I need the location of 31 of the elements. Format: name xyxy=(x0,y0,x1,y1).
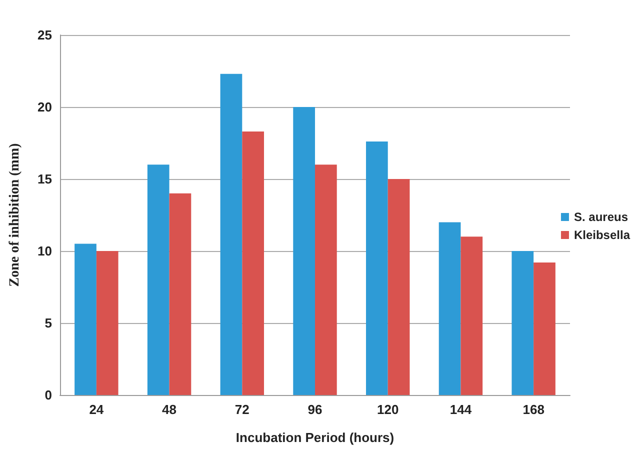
bar xyxy=(96,251,118,395)
bar xyxy=(74,244,96,395)
x-tick-label: 24 xyxy=(89,402,104,417)
y-tick-label: 0 xyxy=(44,388,52,402)
bar xyxy=(315,164,337,395)
bar xyxy=(147,164,170,395)
bar xyxy=(366,142,388,395)
x-tick-label: 168 xyxy=(522,402,544,417)
y-tick-label: 25 xyxy=(38,28,52,42)
x-tick-label: 120 xyxy=(377,402,399,417)
y-tick-label: 5 xyxy=(44,316,52,330)
bar xyxy=(388,179,410,395)
legend-label: S. aureus xyxy=(574,210,628,224)
y-axis-title: Zone of inhibition (mm) xyxy=(8,142,22,287)
bar xyxy=(169,193,192,395)
bar xyxy=(512,251,534,395)
bar xyxy=(460,236,483,395)
bar xyxy=(293,107,315,395)
y-tick-label: 10 xyxy=(38,244,52,258)
x-tick-label: 96 xyxy=(308,402,322,417)
bar xyxy=(242,131,264,395)
legend-label: Kleibsella xyxy=(574,228,630,242)
bar xyxy=(534,262,556,395)
x-tick-label: 72 xyxy=(234,402,250,417)
x-axis-title: Incubation Period (hours) xyxy=(236,430,394,445)
x-tick-label: 144 xyxy=(450,402,472,417)
bar xyxy=(438,222,461,395)
bar xyxy=(220,74,242,395)
y-tick-label: 15 xyxy=(38,172,52,186)
y-tick-label: 20 xyxy=(38,100,52,114)
x-tick-label: 48 xyxy=(162,402,177,417)
